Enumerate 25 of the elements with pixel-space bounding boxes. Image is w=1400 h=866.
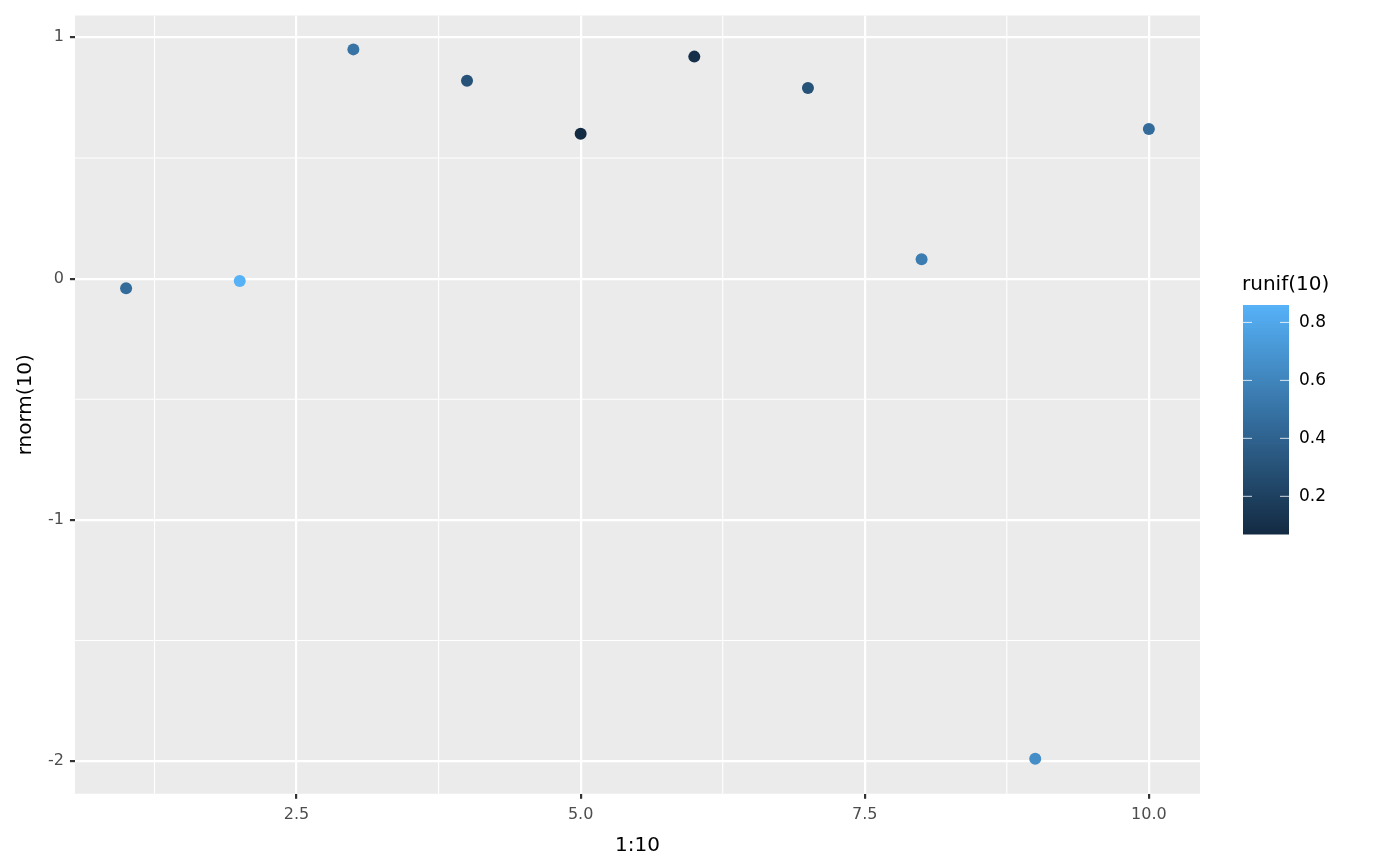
color-bar-label: 0.8 xyxy=(1299,310,1327,331)
color-bar-title: runif(10) xyxy=(1242,271,1330,295)
point xyxy=(120,282,133,295)
color-bar-label: 0.6 xyxy=(1299,368,1327,389)
x-tick-label: 7.5 xyxy=(852,803,878,823)
color-bar-label: 0.4 xyxy=(1299,426,1327,447)
x-tick-label: 2.5 xyxy=(283,803,310,823)
point xyxy=(347,43,360,56)
point xyxy=(801,81,814,94)
color-bar-label: 0.2 xyxy=(1299,484,1327,505)
y-axis-title: rnorm(10) xyxy=(12,354,37,456)
point xyxy=(233,275,246,288)
x-axis-title: 1:10 xyxy=(615,832,660,857)
y-tick-label: 0 xyxy=(53,267,64,287)
point xyxy=(1142,123,1155,136)
y-tick-label: -1 xyxy=(48,509,64,529)
x-tick-label: 5.0 xyxy=(567,803,594,823)
y-tick-label: -2 xyxy=(48,750,64,770)
point xyxy=(1029,752,1042,765)
point xyxy=(461,74,474,87)
y-tick-label: 1 xyxy=(53,26,64,46)
point xyxy=(574,127,587,140)
point xyxy=(915,253,928,266)
point xyxy=(688,50,701,63)
x-tick-label: 10.0 xyxy=(1131,803,1167,823)
